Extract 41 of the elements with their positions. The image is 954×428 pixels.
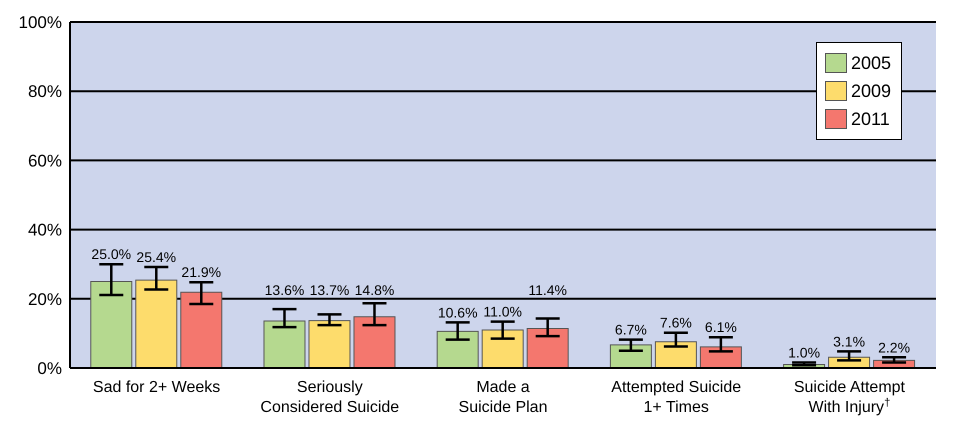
data-label: 13.7% bbox=[310, 282, 350, 298]
y-tick-label: 20% bbox=[28, 290, 62, 309]
data-label: 6.1% bbox=[704, 319, 737, 336]
x-tick-label: Attempted Suicide 1+ Times bbox=[611, 379, 742, 416]
bar bbox=[610, 344, 652, 368]
x-tick-label: Seriously Considered Suicide bbox=[260, 379, 400, 416]
y-tick-label: 60% bbox=[28, 151, 62, 170]
data-label: 14.8% bbox=[354, 282, 394, 298]
data-label: 3.1% bbox=[833, 333, 866, 350]
bar bbox=[308, 320, 350, 368]
x-tick-label: Made a Suicide Plan bbox=[458, 379, 548, 416]
data-label: 21.9% bbox=[181, 264, 222, 280]
legend-label: 2011 bbox=[851, 108, 890, 131]
x-tick-label: Sad for 2+ Weeks bbox=[92, 379, 220, 396]
y-tick-label: 80% bbox=[28, 82, 62, 102]
y-tick-label: 100% bbox=[18, 13, 62, 32]
data-label: 7.6% bbox=[660, 314, 692, 331]
bar bbox=[353, 316, 396, 368]
y-tick-label: 40% bbox=[28, 220, 62, 240]
data-label: 1.0% bbox=[788, 344, 820, 360]
data-label: 2.2% bbox=[878, 339, 910, 356]
bar bbox=[263, 320, 306, 368]
data-label: 6.7% bbox=[614, 322, 647, 338]
bar bbox=[90, 281, 132, 368]
data-label: 11.4% bbox=[528, 282, 568, 298]
bar bbox=[526, 328, 569, 368]
bar bbox=[482, 329, 524, 368]
data-label: 25.4% bbox=[136, 248, 176, 265]
legend-label: 2009 bbox=[851, 80, 892, 103]
data-label: 11.0% bbox=[483, 304, 522, 320]
y-tick-label: 0% bbox=[37, 359, 62, 378]
bar bbox=[135, 280, 178, 368]
data-label: 13.6% bbox=[264, 282, 304, 298]
bar bbox=[436, 330, 479, 368]
data-label: 10.6% bbox=[438, 304, 478, 320]
bar bbox=[180, 292, 222, 368]
x-tick-label: Suicide Attempt With Injury$^{†}$ bbox=[794, 379, 906, 416]
legend-label: 2005 bbox=[851, 52, 892, 75]
data-label: 25.0% bbox=[91, 246, 132, 262]
bar bbox=[700, 346, 742, 368]
bar bbox=[654, 341, 697, 368]
